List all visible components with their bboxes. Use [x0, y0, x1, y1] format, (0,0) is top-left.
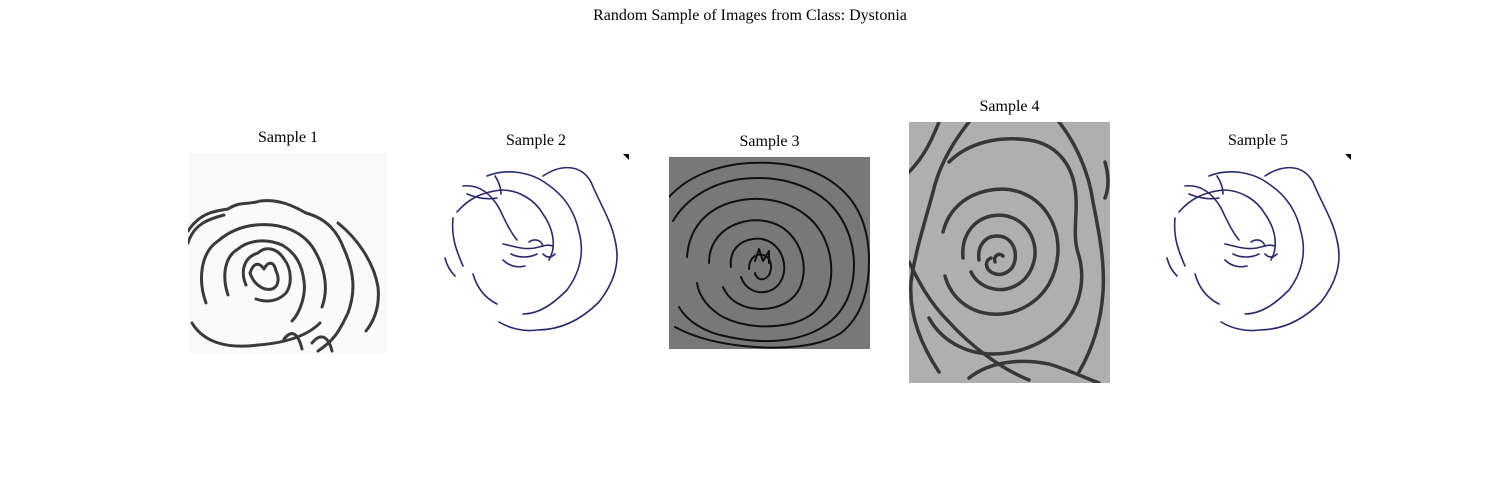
sample-title-2: Sample 2: [506, 132, 566, 149]
sample-title-3: Sample 3: [739, 133, 800, 150]
sample-panel-2: Sample 2: [443, 132, 629, 336]
sample-panel-4: Sample 4: [909, 98, 1110, 383]
sample-panel-1: Sample 1: [188, 129, 388, 353]
figure-title: Random Sample of Images from Class: Dyst…: [593, 7, 907, 24]
sample-image-2: [443, 154, 629, 334]
sample-image-4: [909, 122, 1110, 383]
sample-image-3: [669, 157, 870, 349]
corner-marker: [1345, 154, 1351, 160]
sample-panel-3: Sample 3: [669, 133, 870, 349]
sample-image-5-background: [1165, 154, 1351, 334]
sample-panel-5: Sample 5: [1165, 132, 1351, 336]
corner-marker: [623, 154, 629, 160]
sample-image-1-background: [188, 153, 388, 353]
sample-title-4: Sample 4: [979, 98, 1040, 115]
sample-image-2-background: [443, 154, 629, 334]
sample-title-1: Sample 1: [258, 129, 318, 146]
sample-image-1: [188, 153, 388, 353]
sample-image-5: [1165, 154, 1351, 334]
sample-title-5: Sample 5: [1228, 132, 1288, 149]
